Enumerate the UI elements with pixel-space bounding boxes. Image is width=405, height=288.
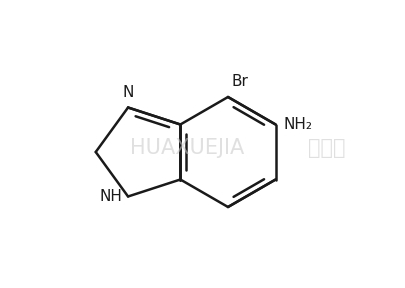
Text: NH₂: NH₂	[283, 117, 312, 132]
Text: 化学加: 化学加	[307, 138, 345, 158]
Text: Br: Br	[231, 74, 248, 89]
Text: NH: NH	[99, 189, 122, 204]
Text: HUAXUEJIA: HUAXUEJIA	[130, 138, 244, 158]
Text: N: N	[122, 84, 133, 100]
